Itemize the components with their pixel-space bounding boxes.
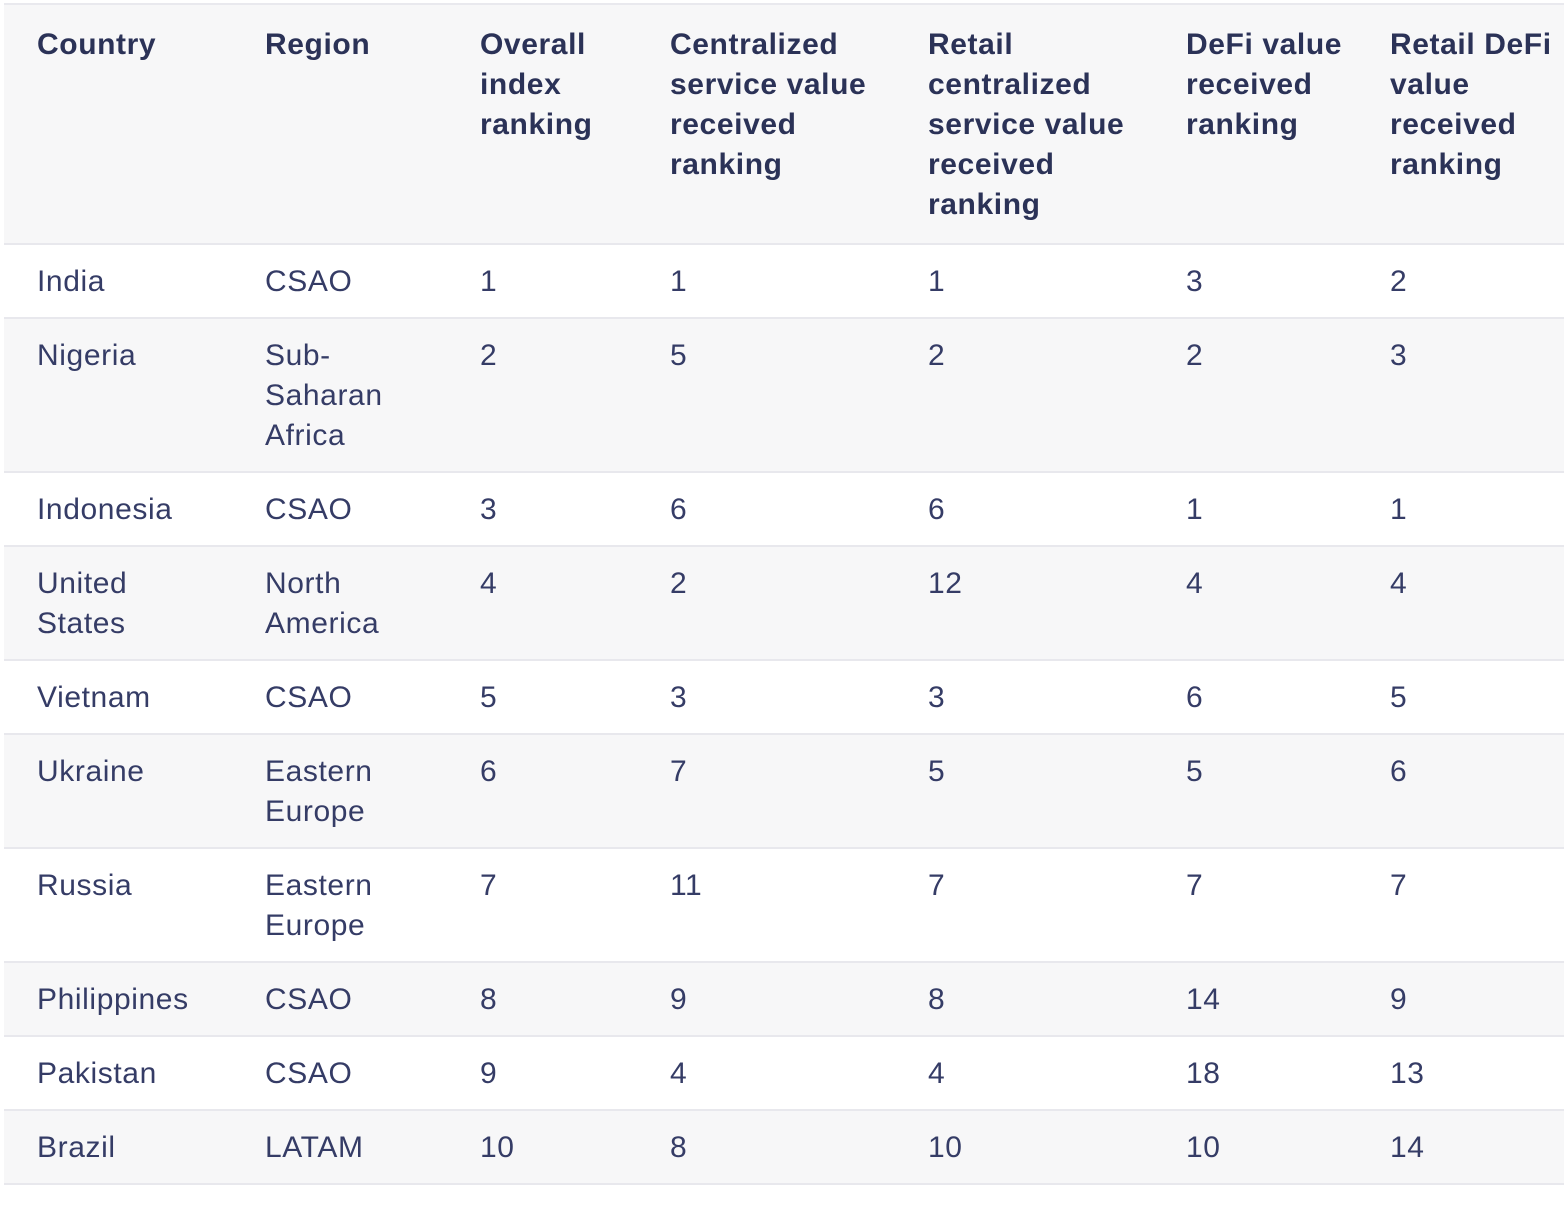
cell-centralized-service-ranking: 6: [670, 493, 688, 526]
header-retail-defi-ranking[interactable]: Retail DeFi value received ranking: [1390, 28, 1552, 181]
cell-country: Pakistan: [37, 1057, 157, 1090]
header-centralized-service-ranking[interactable]: Centralized service value received ranki…: [670, 28, 867, 181]
cell-country: Nigeria: [37, 339, 137, 372]
cell-region: CSAO: [265, 983, 353, 1016]
cell-defi-ranking: 5: [1186, 755, 1204, 788]
cell-defi-ranking: 6: [1186, 681, 1204, 714]
cell-overall-index-ranking: 1: [480, 265, 498, 298]
cell-retail-defi-ranking: 2: [1390, 265, 1408, 298]
header-retail-centralized-service-ranking[interactable]: Retail centralized service value receive…: [928, 28, 1125, 221]
header-overall-index-ranking[interactable]: Overall index ranking: [480, 28, 593, 141]
cell-region: North America: [265, 567, 380, 640]
cell-centralized-service-ranking: 2: [670, 567, 688, 600]
cell-retail-centralized-service-ranking: 1: [928, 265, 946, 298]
table-row: Indonesia CSAO 3 6 6 1 1: [4, 472, 1564, 546]
cell-defi-ranking: 18: [1186, 1057, 1221, 1090]
cell-overall-index-ranking: 6: [480, 755, 498, 788]
table-row: Pakistan CSAO 9 4 4 18 13: [4, 1036, 1564, 1110]
table-body: India CSAO 1 1 1 3 2 Nigeria Sub-Saharan…: [4, 244, 1564, 1184]
cell-retail-defi-ranking: 3: [1390, 339, 1408, 372]
header-region[interactable]: Region: [265, 28, 371, 61]
table-row: United States North America 4 2 12 4 4: [4, 546, 1564, 660]
cell-retail-defi-ranking: 4: [1390, 567, 1408, 600]
cell-overall-index-ranking: 5: [480, 681, 498, 714]
cell-centralized-service-ranking: 7: [670, 755, 688, 788]
cell-defi-ranking: 1: [1186, 493, 1204, 526]
cell-retail-defi-ranking: 9: [1390, 983, 1408, 1016]
cell-centralized-service-ranking: 5: [670, 339, 688, 372]
cell-overall-index-ranking: 3: [480, 493, 498, 526]
cell-retail-defi-ranking: 1: [1390, 493, 1408, 526]
cell-retail-defi-ranking: 5: [1390, 681, 1408, 714]
cell-retail-defi-ranking: 6: [1390, 755, 1408, 788]
header-row: Country Region Overall index ranking Cen…: [4, 5, 1564, 244]
ranking-table: Country Region Overall index ranking Cen…: [4, 5, 1564, 1185]
cell-retail-centralized-service-ranking: 10: [928, 1131, 963, 1164]
cell-country: India: [37, 265, 106, 298]
cell-retail-centralized-service-ranking: 12: [928, 567, 963, 600]
cell-defi-ranking: 7: [1186, 869, 1204, 902]
cell-overall-index-ranking: 4: [480, 567, 498, 600]
cell-region: CSAO: [265, 681, 353, 714]
ranking-table-container: Country Region Overall index ranking Cen…: [4, 3, 1564, 1185]
cell-region: CSAO: [265, 1057, 353, 1090]
table-row: Ukraine Eastern Europe 6 7 5 5 6: [4, 734, 1564, 848]
cell-retail-centralized-service-ranking: 4: [928, 1057, 946, 1090]
cell-retail-defi-ranking: 14: [1390, 1131, 1425, 1164]
cell-retail-defi-ranking: 7: [1390, 869, 1408, 902]
cell-retail-centralized-service-ranking: 3: [928, 681, 946, 714]
cell-overall-index-ranking: 9: [480, 1057, 498, 1090]
table-row: Vietnam CSAO 5 3 3 6 5: [4, 660, 1564, 734]
cell-overall-index-ranking: 7: [480, 869, 498, 902]
cell-region: Eastern Europe: [265, 869, 373, 942]
cell-retail-centralized-service-ranking: 2: [928, 339, 946, 372]
table-header: Country Region Overall index ranking Cen…: [4, 5, 1564, 244]
cell-defi-ranking: 3: [1186, 265, 1204, 298]
cell-country: Philippines: [37, 983, 189, 1016]
cell-region: Eastern Europe: [265, 755, 373, 828]
cell-overall-index-ranking: 10: [480, 1131, 515, 1164]
cell-centralized-service-ranking: 11: [670, 869, 703, 902]
cell-retail-centralized-service-ranking: 8: [928, 983, 946, 1016]
cell-retail-centralized-service-ranking: 6: [928, 493, 946, 526]
cell-retail-centralized-service-ranking: 5: [928, 755, 946, 788]
cell-region: LATAM: [265, 1131, 364, 1164]
cell-retail-centralized-service-ranking: 7: [928, 869, 946, 902]
cell-region: CSAO: [265, 265, 353, 298]
cell-defi-ranking: 14: [1186, 983, 1221, 1016]
table-row: Philippines CSAO 8 9 8 14 9: [4, 962, 1564, 1036]
cell-country: Russia: [37, 869, 133, 902]
cell-country: Ukraine: [37, 755, 145, 788]
cell-country: Indonesia: [37, 493, 173, 526]
table-row: Brazil LATAM 10 8 10 10 14: [4, 1110, 1564, 1184]
header-defi-ranking[interactable]: DeFi value received ranking: [1186, 28, 1343, 141]
cell-country: Vietnam: [37, 681, 151, 714]
header-country[interactable]: Country: [37, 28, 157, 61]
cell-country: United States: [37, 567, 128, 640]
cell-overall-index-ranking: 8: [480, 983, 498, 1016]
cell-centralized-service-ranking: 9: [670, 983, 688, 1016]
cell-region: Sub-Saharan Africa: [265, 339, 383, 452]
cell-defi-ranking: 2: [1186, 339, 1204, 372]
table-row: Russia Eastern Europe 7 11 7 7 7: [4, 848, 1564, 962]
cell-centralized-service-ranking: 1: [670, 265, 688, 298]
cell-country: Brazil: [37, 1131, 116, 1164]
cell-centralized-service-ranking: 8: [670, 1131, 688, 1164]
cell-centralized-service-ranking: 3: [670, 681, 688, 714]
cell-centralized-service-ranking: 4: [670, 1057, 688, 1090]
table-row: India CSAO 1 1 1 3 2: [4, 244, 1564, 318]
table-row: Nigeria Sub-Saharan Africa 2 5 2 2 3: [4, 318, 1564, 472]
cell-region: CSAO: [265, 493, 353, 526]
cell-defi-ranking: 10: [1186, 1131, 1221, 1164]
cell-overall-index-ranking: 2: [480, 339, 498, 372]
cell-defi-ranking: 4: [1186, 567, 1204, 600]
cell-retail-defi-ranking: 13: [1390, 1057, 1425, 1090]
